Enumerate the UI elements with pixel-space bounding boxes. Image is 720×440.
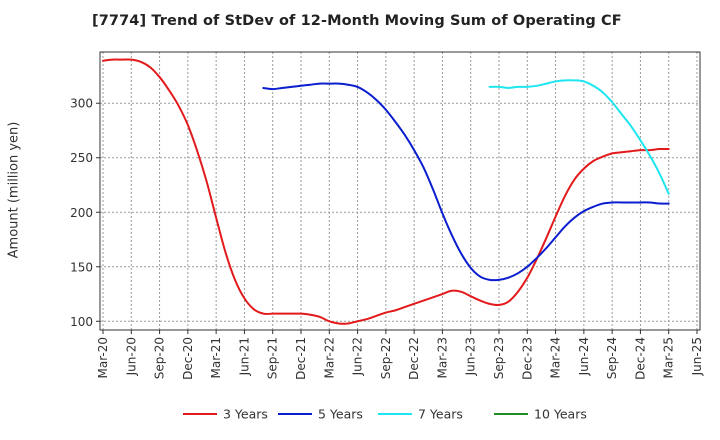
series-line-5-years — [262, 82, 670, 282]
x-tick-label: Jun-25 — [690, 337, 704, 376]
x-tick-label: Dec-20 — [181, 337, 195, 380]
chart-title: [7774] Trend of StDev of 12-Month Moving… — [92, 13, 622, 29]
x-tick-label: Sep-23 — [492, 337, 506, 379]
x-tick-label: Jun-24 — [577, 337, 591, 376]
x-tick-label: Jun-22 — [351, 337, 365, 376]
x-tick-label: Sep-21 — [266, 337, 280, 379]
x-tick-label: Mar-25 — [662, 337, 676, 378]
plot-frame — [99, 51, 701, 331]
x-tick-label: Sep-20 — [153, 337, 167, 379]
x-tick-label: Mar-24 — [549, 337, 563, 378]
legend-label-3-years: 3 Years — [223, 407, 268, 422]
series-line-3-years — [102, 58, 670, 325]
legend-label-7-years: 7 Years — [418, 407, 463, 422]
y-tick-label: 100 — [70, 315, 93, 329]
legend-label-5-years: 5 Years — [318, 407, 363, 422]
y-tick-label: 150 — [70, 260, 93, 274]
y-tick-label: 250 — [70, 151, 93, 165]
y-tick-label: 200 — [70, 206, 93, 220]
x-tick-label: Dec-21 — [294, 337, 308, 380]
series-lines — [102, 58, 670, 325]
x-tick-label: Sep-24 — [605, 337, 619, 379]
x-tick-label: Dec-22 — [407, 337, 421, 380]
x-tick-label: Mar-21 — [209, 337, 223, 378]
legend-label-10-years: 10 Years — [534, 407, 587, 422]
series-line-7-years — [488, 79, 670, 195]
x-tick-label: Mar-20 — [96, 337, 110, 378]
x-tick-label: Jun-21 — [237, 337, 251, 376]
x-tick-label: Mar-23 — [435, 337, 449, 378]
y-tick-label: 300 — [70, 97, 93, 111]
x-tick-label: Dec-23 — [520, 337, 534, 380]
legend: 3 Years 5 Years 7 Years 10 Years — [183, 407, 587, 422]
y-axis-ticks: 100 150 200 250 300 — [70, 97, 100, 329]
x-tick-label: Sep-22 — [379, 337, 393, 379]
x-tick-label: Jun-23 — [464, 337, 478, 376]
x-tick-label: Mar-22 — [322, 337, 336, 378]
plot-area-background — [100, 52, 700, 330]
x-tick-label: Dec-24 — [633, 337, 647, 380]
x-axis-ticks: Mar-20 Jun-20 Sep-20 Dec-20 Mar-21 Jun-21 Sep-… — [96, 330, 704, 380]
x-tick-label: Jun-20 — [124, 337, 138, 376]
